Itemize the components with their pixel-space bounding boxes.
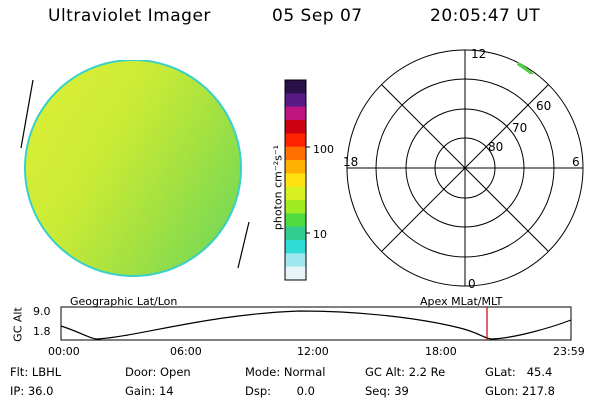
colorbar-block bbox=[285, 160, 306, 174]
colorbar-block bbox=[285, 80, 306, 94]
polar-aurora-patch bbox=[517, 62, 534, 74]
timeline-right-title: Apex MLat/MLT bbox=[420, 295, 503, 308]
colorbar-scale bbox=[285, 80, 306, 281]
filter-readout: Flt: LBHL bbox=[10, 365, 62, 379]
timeline-xtick-4: 23:59 bbox=[553, 345, 585, 358]
timeline-plot bbox=[60, 306, 572, 341]
timeline-axis-title: GC Alt bbox=[11, 307, 25, 342]
colorbar-block bbox=[285, 146, 306, 161]
timeline-ytick-low: 1.8 bbox=[33, 325, 51, 338]
sequence-readout: Seq: 39 bbox=[365, 384, 409, 398]
polar-plot: 12 18 6 0 60 70 80 bbox=[343, 47, 584, 291]
glat-readout: GLat: 45.4 bbox=[485, 365, 553, 379]
colorbar-frame bbox=[284, 79, 307, 281]
colorbar-block bbox=[285, 173, 306, 188]
polar-label-18: 18 bbox=[343, 155, 358, 169]
gc-alt-readout: GC Alt: 2.2 Re bbox=[365, 365, 446, 379]
disk-texture bbox=[26, 61, 240, 275]
colorbar-block bbox=[285, 213, 306, 228]
colorbar-block bbox=[285, 266, 306, 281]
polar-lat-80: 80 bbox=[488, 140, 503, 154]
colorbar-block bbox=[285, 253, 306, 268]
colorbar-block bbox=[285, 133, 306, 148]
gain-readout: Gain: 14 bbox=[125, 384, 174, 398]
polar-label-0: 0 bbox=[468, 277, 476, 291]
instrument-title: Ultraviolet Imager bbox=[48, 6, 211, 26]
polar-lat-70: 70 bbox=[512, 121, 527, 135]
door-readout: Door: Open bbox=[125, 365, 191, 379]
colorbar-block bbox=[285, 93, 306, 108]
glon-readout: GLon: 217.8 bbox=[485, 384, 555, 398]
colorbar-unit-label: photon cm⁻²s⁻¹ bbox=[271, 144, 285, 231]
polar-label-12: 12 bbox=[471, 47, 486, 61]
timeline-xtick-0: 00:00 bbox=[48, 345, 80, 358]
time-label: 20:05:47 UT bbox=[430, 6, 541, 26]
dsp-readout: Dsp: 0.0 bbox=[245, 384, 315, 398]
limb-line-right bbox=[237, 221, 250, 269]
limb-line-left bbox=[20, 79, 34, 149]
polar-lat-60: 60 bbox=[536, 99, 551, 113]
timeline-xtick-2: 12:00 bbox=[297, 345, 329, 358]
timeline-frame bbox=[60, 306, 572, 341]
colorbar-block bbox=[285, 200, 306, 214]
timeline-xtick-1: 06:00 bbox=[170, 345, 202, 358]
mode-readout: Mode: Normal bbox=[245, 365, 326, 379]
timeline-ytick-high: 9.0 bbox=[33, 305, 51, 318]
ip-readout: IP: 36.0 bbox=[10, 384, 54, 398]
colorbar-block bbox=[285, 240, 306, 254]
colorbar-tick-label-100: 100 bbox=[313, 143, 334, 156]
colorbar-block bbox=[285, 226, 306, 241]
colorbar bbox=[284, 79, 310, 281]
polar-grid bbox=[346, 49, 584, 287]
polar-label-6: 6 bbox=[572, 155, 580, 169]
colorbar-block bbox=[285, 106, 306, 121]
date-label: 05 Sep 07 bbox=[272, 6, 363, 26]
uv-disk-image bbox=[20, 60, 250, 277]
timeline-left-title: Geographic Lat/Lon bbox=[70, 295, 178, 308]
colorbar-block bbox=[285, 186, 306, 201]
timeline-xtick-3: 18:00 bbox=[425, 345, 457, 358]
gc-alt-curve bbox=[60, 310, 572, 340]
colorbar-block bbox=[285, 120, 306, 134]
colorbar-tick-label-10: 10 bbox=[313, 228, 327, 241]
